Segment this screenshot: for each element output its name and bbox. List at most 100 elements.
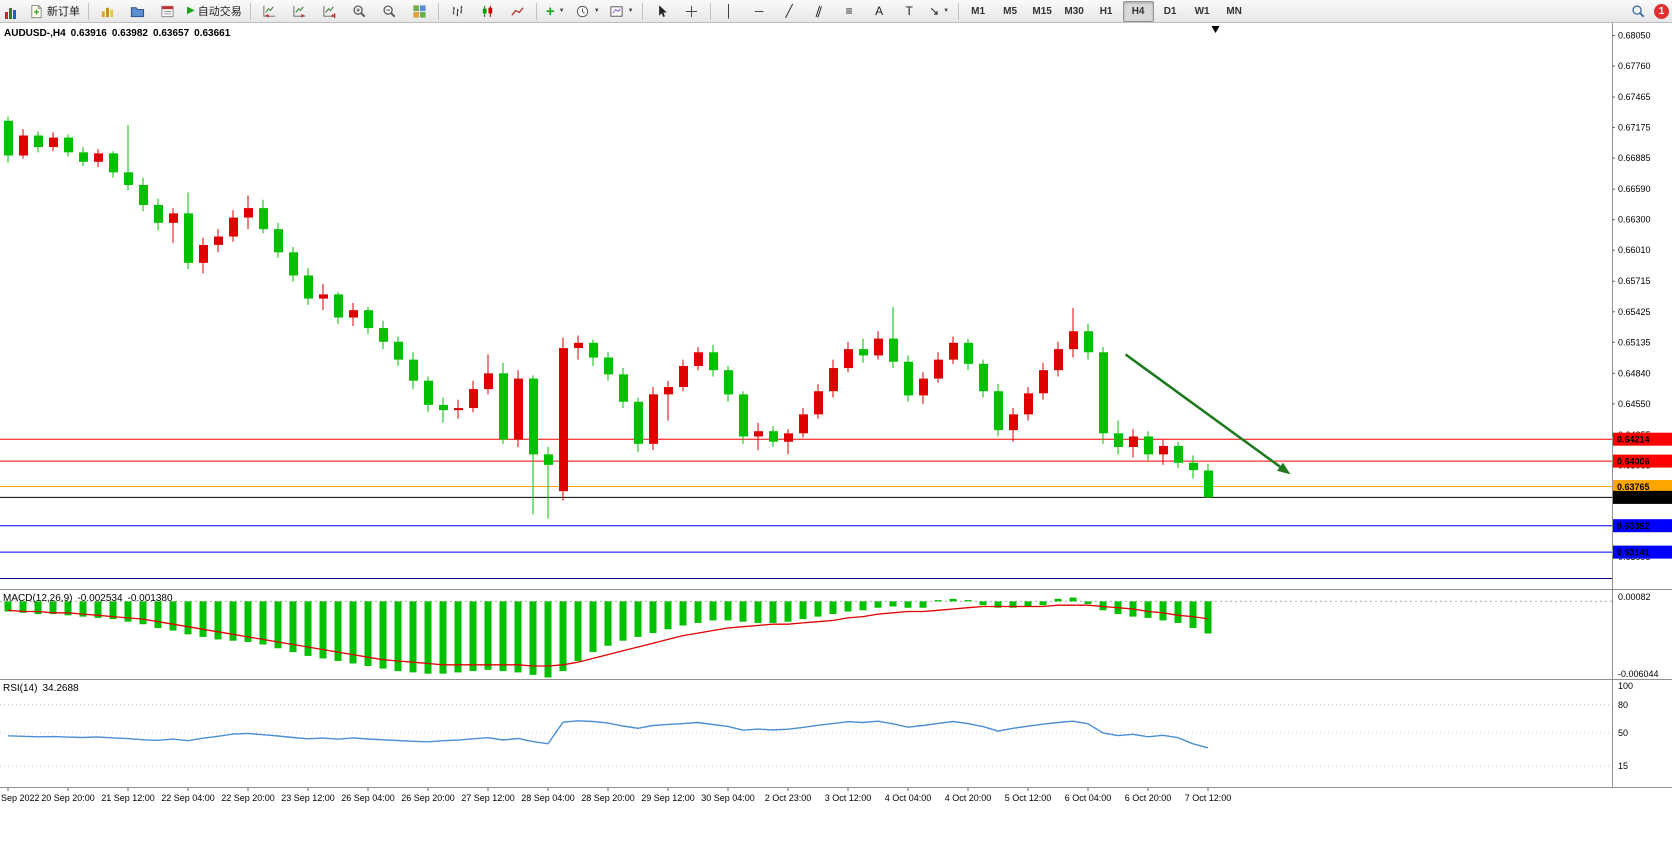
clock-icon [576, 5, 588, 17]
time-axis[interactable]: Sep 2022 20 Sep 20:00 21 Sep 12:00 22 Sep 0… [1, 788, 1231, 803]
label-tool-button[interactable]: T [895, 1, 924, 22]
svg-text:0.64006: 0.64006 [1617, 457, 1650, 467]
close-value: 0.63661 [194, 28, 231, 39]
bars-chart-icon [452, 5, 463, 16]
toolbar-separator [249, 2, 251, 20]
svg-text:0.64840: 0.64840 [1618, 368, 1651, 378]
rsi-panel: 100 80 50 15 [0, 681, 1633, 771]
svg-text:27 Sep 12:00: 27 Sep 12:00 [461, 793, 515, 803]
profiles-button[interactable] [123, 1, 152, 22]
auto-trading-button[interactable]: ▶ 自动交易 [183, 1, 246, 22]
cursor-button[interactable] [647, 1, 676, 22]
svg-text:5 Oct 12:00: 5 Oct 12:00 [1005, 793, 1052, 803]
horizontal-line-icon: ─ [754, 4, 764, 18]
rsi-value: 34.2688 [42, 683, 79, 694]
svg-text:0.65135: 0.65135 [1618, 337, 1651, 347]
svg-text:30 Sep 04:00: 30 Sep 04:00 [701, 793, 755, 803]
toolbar-separator [88, 2, 89, 20]
data-window-button[interactable] [153, 1, 182, 22]
text-tool-button[interactable]: A [865, 1, 894, 22]
timeframe-d1-button[interactable]: D1 [1163, 5, 1177, 17]
hline-layer[interactable] [0, 438, 1612, 580]
vertical-line-icon: │ [725, 4, 733, 18]
candles-layer [4, 116, 1213, 519]
trend-arrow[interactable] [1124, 353, 1291, 475]
chart-ohlc-title: AUDUSD-,H4 0.63916 0.63982 0.63657 0.63661 [4, 28, 235, 39]
templates-button[interactable]: ▼ [605, 1, 638, 22]
svg-text:6 Oct 20:00: 6 Oct 20:00 [1125, 793, 1172, 803]
svg-text:80: 80 [1618, 700, 1628, 710]
timeframe-h1-button[interactable]: H1 [1099, 5, 1113, 17]
timeframe-m30-button[interactable]: M30 [1064, 5, 1084, 17]
macd-indicator-label: MACD(12,26,9) -0.002534 -0.001380 [3, 593, 178, 604]
svg-text:26 Sep 04:00: 26 Sep 04:00 [341, 793, 395, 803]
notification-badge[interactable]: 1 [1654, 3, 1669, 19]
indicators-plus-icon: + [545, 2, 555, 20]
svg-text:0.67465: 0.67465 [1618, 92, 1651, 102]
new-order-icon [31, 4, 42, 18]
candlestick-chart-button[interactable] [473, 1, 502, 22]
line-chart-button[interactable] [503, 1, 532, 22]
svg-text:0.66590: 0.66590 [1618, 184, 1651, 194]
auto-scroll-button[interactable] [255, 1, 284, 22]
svg-text:3 Oct 12:00: 3 Oct 12:00 [825, 793, 872, 803]
new-order-button[interactable]: 新订单 [25, 1, 84, 22]
scroll-to-latest-icon [323, 5, 336, 18]
line-chart-icon [511, 6, 524, 16]
timeframe-m1-button[interactable]: M1 [971, 5, 986, 17]
scroll-to-latest-button[interactable] [315, 1, 344, 22]
svg-text:0.64550: 0.64550 [1618, 399, 1651, 409]
timeframe-m5-button[interactable]: M5 [1003, 5, 1018, 17]
svg-text:100: 100 [1618, 681, 1633, 691]
svg-text:26 Sep 20:00: 26 Sep 20:00 [401, 793, 455, 803]
chart-area[interactable]: 0.68050 0.67760 0.67465 0.67175 0.66885 0.665… [0, 23, 1672, 853]
indicators-button[interactable]: + ▼ [541, 1, 570, 22]
timeframe-h4-button[interactable]: H4 [1122, 0, 1154, 22]
svg-text:28 Sep 20:00: 28 Sep 20:00 [581, 793, 635, 803]
trendline-tool-button[interactable]: ╱ [775, 1, 804, 22]
text-tool-icon: A [875, 4, 884, 18]
chart-shift-button[interactable] [285, 1, 314, 22]
label-tool-icon: T [905, 4, 913, 18]
svg-text:0.63765: 0.63765 [1617, 482, 1650, 492]
fibonacci-tool-button[interactable]: ≡ [835, 1, 864, 22]
bars-chart-button[interactable] [443, 1, 472, 22]
rsi-indicator-label: RSI(14) 34.2688 [3, 683, 84, 694]
symbol-period-label: AUDUSD-,H4 [4, 28, 66, 39]
new-order-label: 新订单 [47, 6, 80, 18]
svg-text:0.65715: 0.65715 [1618, 276, 1651, 286]
chevron-down-icon: ▼ [627, 8, 634, 14]
arrows-tool-icon: ↘ [929, 4, 940, 18]
periods-button[interactable]: ▼ [571, 1, 604, 22]
arrows-tool-button[interactable]: ↘ ▼ [925, 1, 954, 22]
zoom-out-button[interactable] [375, 1, 404, 22]
vertical-line-tool-button[interactable]: │ [715, 1, 744, 22]
svg-text:28 Sep 04:00: 28 Sep 04:00 [521, 793, 575, 803]
svg-text:22 Sep 20:00: 22 Sep 20:00 [221, 793, 275, 803]
high-value: 0.63982 [111, 28, 148, 39]
channel-tool-button[interactable]: ∥ [805, 1, 834, 22]
chevron-down-icon: ▼ [593, 8, 600, 14]
svg-text:22 Sep 04:00: 22 Sep 04:00 [161, 793, 215, 803]
search-icon [1632, 4, 1645, 17]
new-chart-button[interactable] [93, 1, 122, 22]
low-value: 0.63657 [152, 28, 190, 39]
svg-text:4 Oct 20:00: 4 Oct 20:00 [945, 793, 992, 803]
timeframe-m15-button[interactable]: M15 [1032, 5, 1052, 17]
zoom-in-button[interactable] [345, 1, 374, 22]
fibonacci-icon: ≡ [845, 4, 853, 18]
chart-canvas[interactable]: 0.68050 0.67760 0.67465 0.67175 0.66885 0.665… [0, 23, 1672, 853]
horizontal-line-tool-button[interactable]: ─ [745, 1, 774, 22]
svg-text:50: 50 [1618, 728, 1628, 738]
svg-text:0.66010: 0.66010 [1618, 245, 1651, 255]
timeframe-w1-button[interactable]: W1 [1194, 5, 1210, 17]
tile-windows-button[interactable] [405, 1, 434, 22]
crosshair-button[interactable] [677, 1, 706, 22]
svg-text:0.66885: 0.66885 [1618, 153, 1651, 163]
timeframe-mn-button[interactable]: MN [1226, 5, 1242, 17]
axis-layer[interactable]: 0.68050 0.67760 0.67465 0.67175 0.66885 0.665… [0, 23, 1672, 788]
zoom-out-icon [383, 4, 396, 17]
svg-text:0.68050: 0.68050 [1618, 31, 1651, 41]
search-button[interactable] [1624, 1, 1653, 22]
channel-icon: ∥ [814, 3, 825, 19]
